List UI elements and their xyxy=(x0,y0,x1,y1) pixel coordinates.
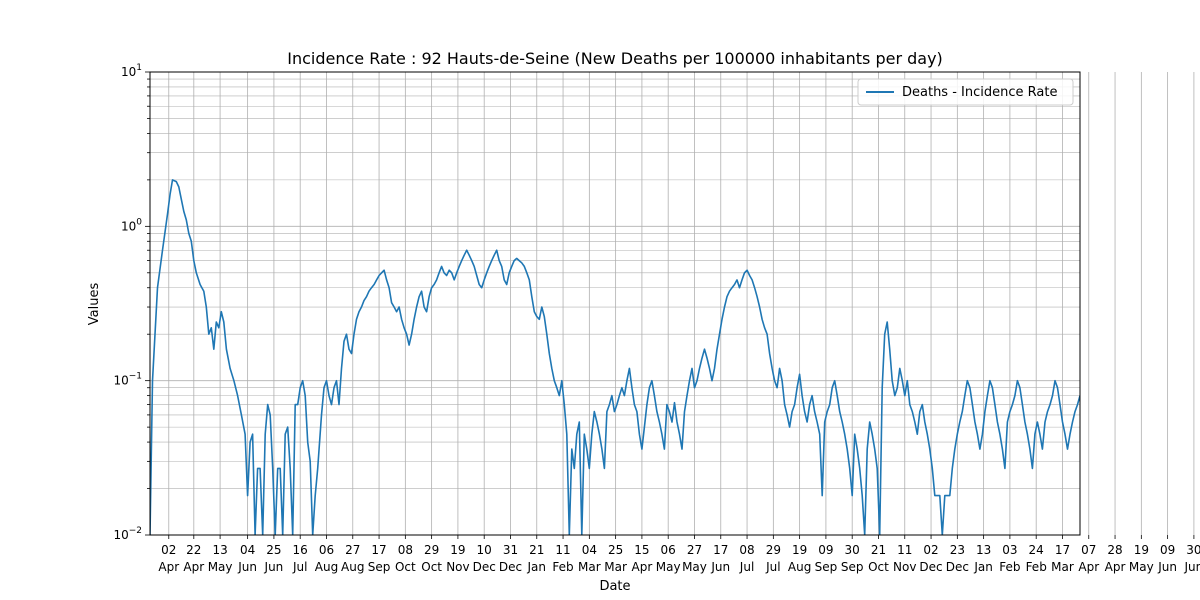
x-tick-label-month: Oct xyxy=(868,560,889,574)
x-tick-label-month: Jun xyxy=(264,560,284,574)
x-tick-label-month: Dec xyxy=(473,560,496,574)
plot-frame xyxy=(149,71,1081,536)
x-tick-label-month: Nov xyxy=(893,560,916,574)
x-tick-label-month: Mar xyxy=(1051,560,1074,574)
x-tick-label-day: 30 xyxy=(845,543,860,557)
y-tick-label: 100 xyxy=(121,217,142,233)
x-tick-label-day: 02 xyxy=(923,543,938,557)
y-tick-label: 10−1 xyxy=(113,372,142,388)
x-tick-label-day: 04 xyxy=(582,543,597,557)
x-tick-label-month: Jun xyxy=(1184,560,1200,574)
x-tick-label-day: 23 xyxy=(950,543,965,557)
x-tick-label-day: 06 xyxy=(319,543,334,557)
chart-title: Incidence Rate : 92 Hauts-de-Seine (New … xyxy=(287,49,943,68)
x-tick-label-month: Aug xyxy=(315,560,338,574)
x-tick-label-month: Jul xyxy=(739,560,754,574)
y-axis-label: Values xyxy=(87,283,102,326)
y-tick-label: 101 xyxy=(121,63,142,79)
x-tick-label-month: May xyxy=(682,560,707,574)
x-tick-label-day: 09 xyxy=(818,543,833,557)
x-tick-label-day: 25 xyxy=(266,543,281,557)
x-tick-label-month: Aug xyxy=(788,560,811,574)
x-tick-label-day: 09 xyxy=(1160,543,1175,557)
x-tick-label-day: 19 xyxy=(1134,543,1149,557)
x-tick-label-day: 04 xyxy=(240,543,255,557)
y-axis: 10−2 10−1 100 101 xyxy=(113,63,150,542)
x-tick-label-month: Apr xyxy=(183,560,204,574)
x-tick-label-day: 15 xyxy=(634,543,649,557)
x-tick-label-month: Dec xyxy=(499,560,522,574)
x-tick-label-month: Apr xyxy=(632,560,653,574)
x-tick-label-month: Sep xyxy=(815,560,838,574)
x-tick-label-day: 16 xyxy=(293,543,308,557)
x-tick-label-month: Aug xyxy=(341,560,364,574)
x-tick-label-month: Feb xyxy=(1026,560,1047,574)
x-tick-label-day: 06 xyxy=(661,543,676,557)
x-tick-label-month: Jan xyxy=(973,560,993,574)
x-tick-label-month: Dec xyxy=(946,560,969,574)
x-tick-label-month: Nov xyxy=(446,560,469,574)
x-tick-label-day: 21 xyxy=(529,543,544,557)
x-tick-label-day: 27 xyxy=(687,543,702,557)
x-tick-label-day: 30 xyxy=(1186,543,1200,557)
x-tick-label-day: 19 xyxy=(792,543,807,557)
x-tick-label-day: 21 xyxy=(871,543,886,557)
x-tick-label-day: 08 xyxy=(739,543,754,557)
x-tick-label-month: Jun xyxy=(237,560,257,574)
x-tick-label-day: 07 xyxy=(1081,543,1096,557)
x-tick-label-day: 19 xyxy=(450,543,465,557)
x-axis-label: Date xyxy=(599,579,630,594)
x-tick-label-month: Sep xyxy=(368,560,391,574)
x-tick-label-month: May xyxy=(656,560,681,574)
x-tick-label-month: Sep xyxy=(841,560,864,574)
x-tick-label-month: May xyxy=(1129,560,1154,574)
x-tick-label-day: 27 xyxy=(345,543,360,557)
x-tick-label-day: 13 xyxy=(976,543,991,557)
x-tick-label-day: 11 xyxy=(555,543,570,557)
x-tick-label-day: 28 xyxy=(1107,543,1122,557)
x-tick-label-day: 29 xyxy=(424,543,439,557)
x-tick-label-day: 25 xyxy=(608,543,623,557)
legend: Deaths - Incidence Rate xyxy=(857,78,1074,106)
x-tick-label-month: Apr xyxy=(158,560,179,574)
x-tick-label-day: 17 xyxy=(713,543,728,557)
x-tick-label-day: 24 xyxy=(1029,543,1044,557)
x-tick-label-day: 11 xyxy=(897,543,912,557)
x-tick-label-month: May xyxy=(208,560,233,574)
x-tick-label-month: Feb xyxy=(552,560,573,574)
x-tick-label-month: Jun xyxy=(1157,560,1177,574)
x-tick-label-month: Jul xyxy=(292,560,307,574)
x-tick-label-month: Oct xyxy=(421,560,442,574)
y-tick-label: 10−2 xyxy=(113,526,142,542)
x-tick-label-month: Jan xyxy=(527,560,547,574)
x-tick-label-month: Feb xyxy=(999,560,1020,574)
legend-label: Deaths - Incidence Rate xyxy=(902,85,1057,100)
x-tick-label-day: 13 xyxy=(212,543,227,557)
x-tick-label-month: Jun xyxy=(710,560,730,574)
x-tick-label-month: Dec xyxy=(919,560,942,574)
x-tick-label-day: 10 xyxy=(477,543,492,557)
series-layer xyxy=(150,179,1080,535)
x-tick-label-month: Oct xyxy=(395,560,416,574)
x-tick-label-month: Apr xyxy=(1078,560,1099,574)
x-tick-label-day: 17 xyxy=(371,543,386,557)
x-tick-label-day: 03 xyxy=(1002,543,1017,557)
x-tick-label-day: 08 xyxy=(398,543,413,557)
x-tick-label-day: 17 xyxy=(1055,543,1070,557)
x-tick-label-month: Mar xyxy=(604,560,627,574)
x-tick-label-day: 22 xyxy=(186,543,201,557)
x-axis: 02 Apr 22 Apr 13 May 04 Jun 25 Jun 16 Jul 06 Aug 27 Aug… xyxy=(158,535,1200,574)
series-line-deaths-incidence-rate xyxy=(150,179,1080,535)
legend-box xyxy=(857,78,1074,106)
x-tick-label-day: 02 xyxy=(161,543,176,557)
x-tick-label-day: 31 xyxy=(503,543,518,557)
x-tick-label-month: Apr xyxy=(1105,560,1126,574)
grid xyxy=(150,71,1195,536)
x-tick-label-month: Jul xyxy=(765,560,780,574)
x-tick-label-month: Mar xyxy=(578,560,601,574)
x-tick-label-day: 29 xyxy=(766,543,781,557)
